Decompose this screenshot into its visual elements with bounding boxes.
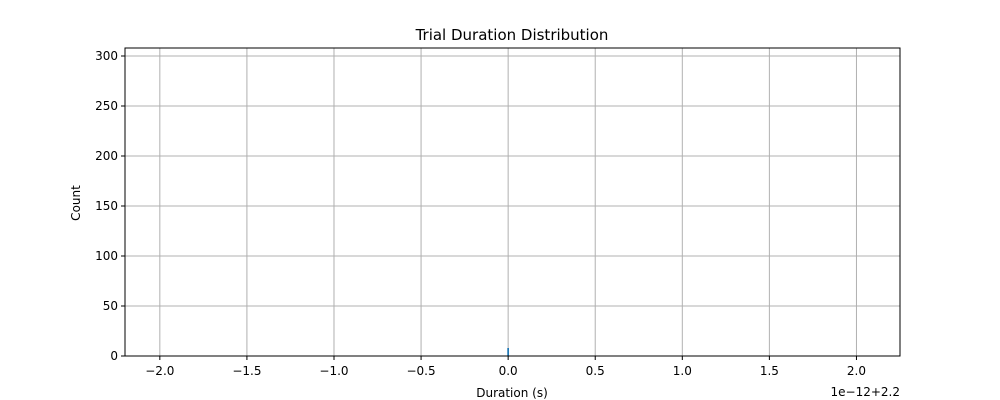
y-tick-label: 150: [95, 199, 118, 213]
x-tick-label: 1.5: [760, 364, 779, 378]
y-tick-label: 0: [110, 349, 118, 363]
x-tick-label: −1.0: [319, 364, 348, 378]
y-tick-label: 100: [95, 249, 118, 263]
y-tick-label: 200: [95, 149, 118, 163]
x-tick-label: −1.5: [232, 364, 261, 378]
x-tick-label: −2.0: [145, 364, 174, 378]
x-tick-label: 0.5: [586, 364, 605, 378]
y-tick-label: 250: [95, 99, 118, 113]
y-tick-label: 300: [95, 49, 118, 63]
x-axis-label: Duration (s): [476, 386, 548, 400]
chart-title: Trial Duration Distribution: [415, 26, 609, 44]
x-tick-label: 0.0: [499, 364, 518, 378]
grid-layer: [125, 48, 900, 357]
bar-layer: [507, 348, 510, 356]
x-tick-label: −0.5: [406, 364, 435, 378]
x-tick-label: 1.0: [673, 364, 692, 378]
y-tick-label: 50: [103, 299, 118, 313]
tick-layer: −2.0 −1.5 −1.0 −0.5 0.0 0.5 1.0 1.5 2.0 0 50 100 150…: [95, 49, 866, 378]
histogram-bar: [507, 348, 510, 356]
x-offset-label: 1e−12+2.2: [831, 385, 900, 399]
plot-frame: [124, 47, 901, 357]
x-tick-label: 2.0: [847, 364, 866, 378]
y-axis-label: Count: [69, 185, 83, 221]
